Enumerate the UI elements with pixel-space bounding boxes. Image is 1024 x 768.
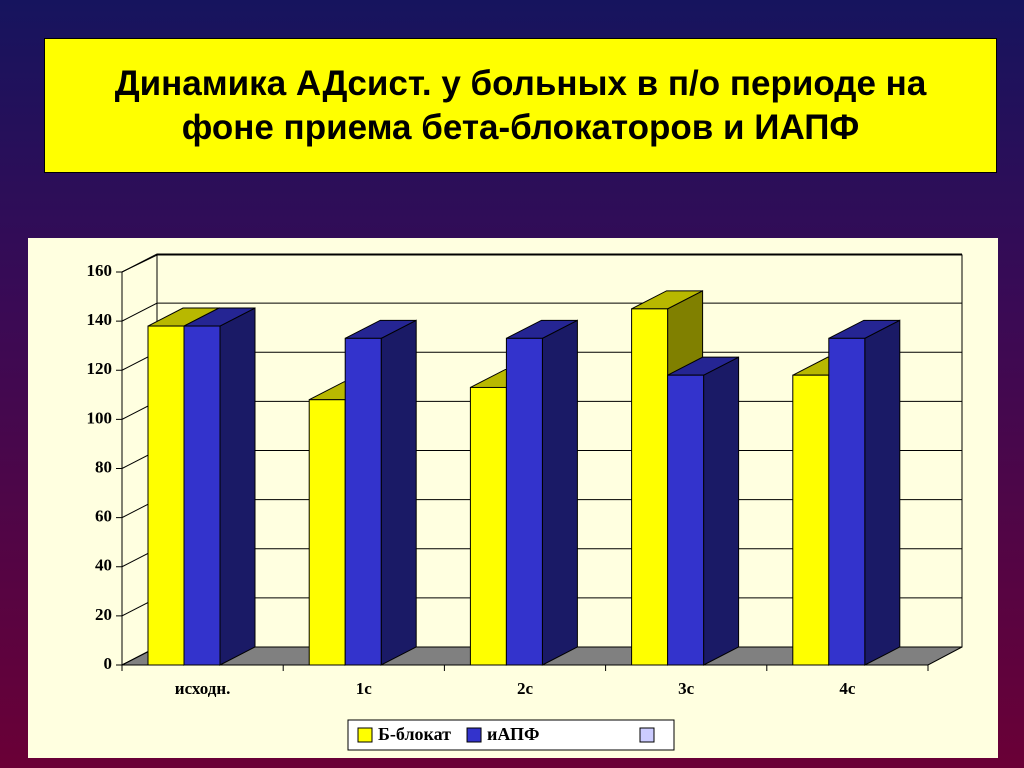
- y-tick-label: 140: [87, 310, 113, 329]
- y-tick-label: 20: [95, 605, 112, 624]
- bar: [631, 308, 669, 666]
- bar: [308, 399, 346, 666]
- x-tick-label: 1с: [356, 679, 373, 698]
- bar-side: [864, 319, 901, 666]
- bar: [183, 325, 221, 666]
- y-tick-label: 100: [87, 408, 113, 427]
- y-tick-label: 120: [87, 359, 113, 378]
- bar-side: [541, 319, 578, 666]
- x-tick-label: 2с: [517, 679, 534, 698]
- chart-title: Динамика АДсист. у больных в п/о периоде…: [44, 38, 997, 173]
- y-tick-label: 60: [95, 507, 112, 526]
- bar-side: [703, 356, 740, 666]
- x-tick-label: исходн.: [175, 679, 231, 698]
- y-tick-label: 160: [87, 261, 113, 280]
- y-tick-label: 80: [95, 457, 112, 476]
- legend-swatch-empty: [639, 727, 655, 743]
- bar-side: [380, 319, 417, 666]
- bar: [344, 337, 382, 666]
- x-tick-label: 3с: [678, 679, 695, 698]
- legend-label: Б-блокат: [378, 724, 451, 744]
- legend-label: иАПФ: [487, 724, 539, 744]
- y-tick-label: 0: [104, 654, 113, 673]
- grid-line: [121, 253, 962, 273]
- bar: [147, 325, 185, 666]
- y-tick-label: 40: [95, 556, 112, 575]
- legend-box: [347, 719, 675, 751]
- bar: [505, 337, 543, 666]
- bar: [828, 337, 866, 666]
- legend-swatch: [357, 727, 373, 743]
- bar: [792, 374, 830, 666]
- bar: [469, 386, 507, 666]
- x-tick-label: 4с: [839, 679, 856, 698]
- legend-swatch: [466, 727, 482, 743]
- bar: [667, 374, 705, 666]
- bar-side: [219, 307, 256, 666]
